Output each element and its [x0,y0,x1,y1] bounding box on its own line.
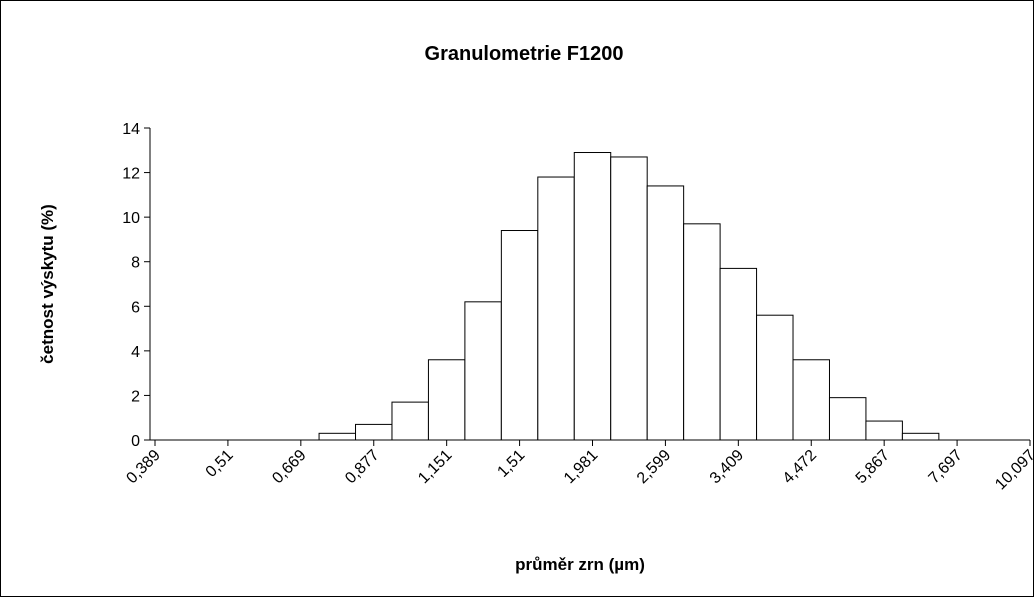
x-axis-label: průměr zrn (µm) [515,555,645,574]
y-tick-label: 4 [131,344,140,361]
bar [355,423,393,441]
bar [865,420,903,441]
bar [901,432,940,441]
bar [828,397,867,441]
bar [537,176,575,441]
bar [756,314,794,441]
bar [500,230,539,441]
bar [391,401,429,441]
bar [610,156,648,441]
bar [427,359,466,441]
y-tick-label: 8 [131,255,140,272]
bar [573,152,612,441]
bar [792,359,830,441]
bar [318,432,357,441]
chart-title: Granulometrie F1200 [425,43,624,65]
y-tick-label: 0 [131,433,140,450]
y-tick-label: 6 [131,299,140,316]
y-tick-label: 14 [122,121,140,138]
bar [646,185,685,441]
y-axis-label: četnost výskytu (%) [38,204,57,364]
bar [719,267,758,441]
y-tick-label: 2 [131,388,140,405]
bar [464,301,502,441]
bar [683,223,721,441]
y-tick-label: 10 [122,210,140,227]
y-tick-label: 12 [122,166,140,183]
